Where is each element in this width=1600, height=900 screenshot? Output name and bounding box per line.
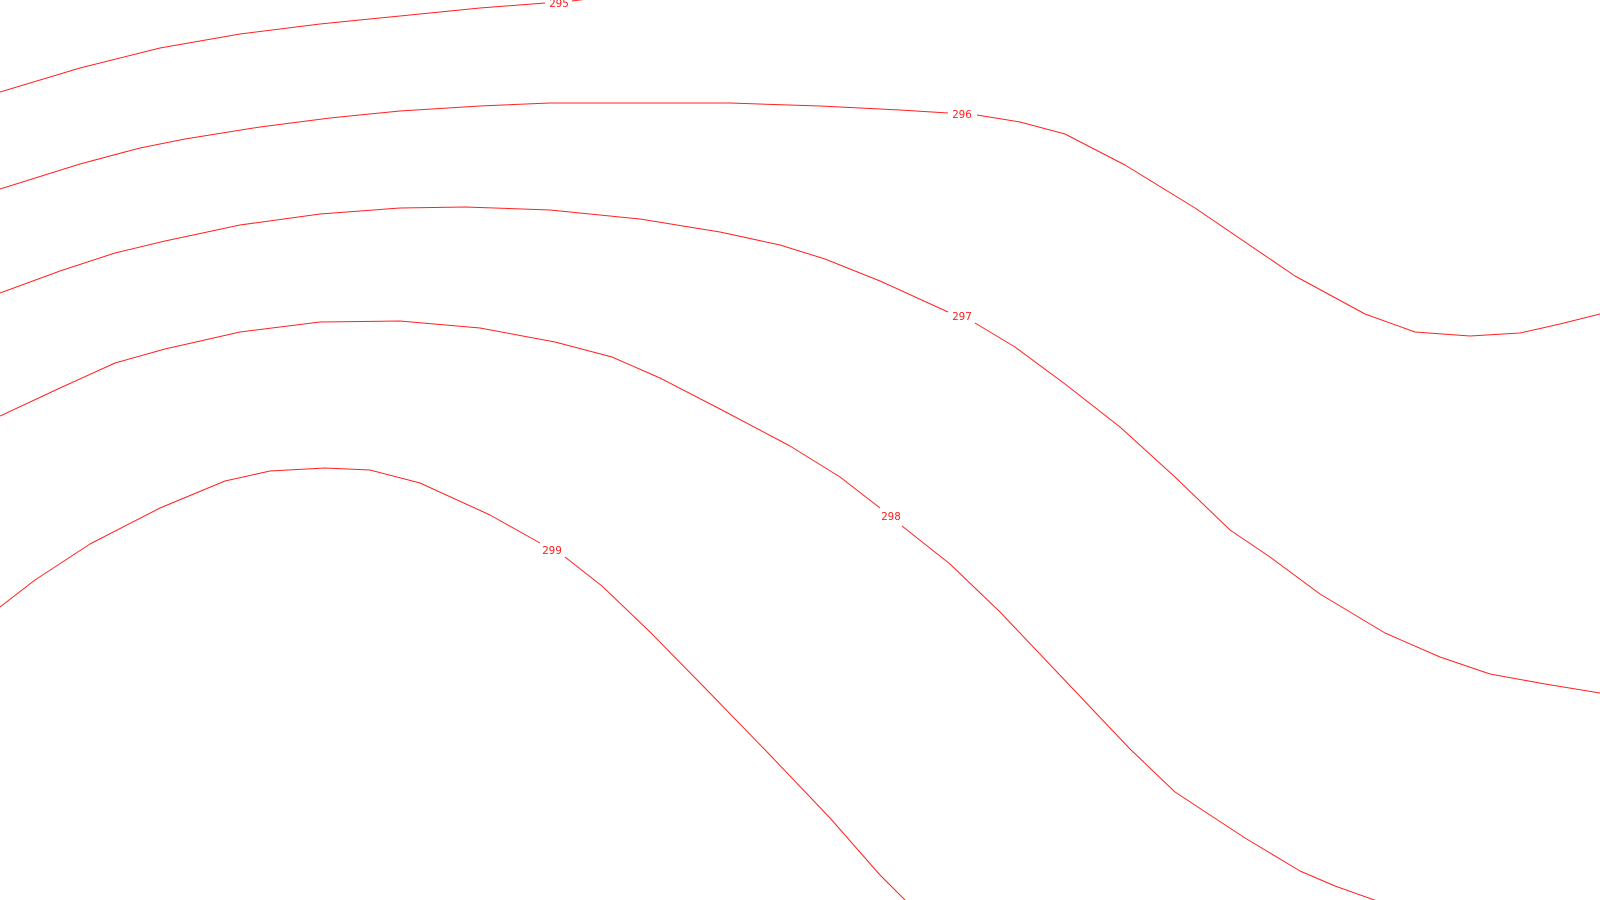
contour-295 bbox=[0, 2, 546, 93]
contour-297-east bbox=[974, 322, 1600, 694]
contour-298-west bbox=[0, 320, 881, 509]
contour-295-tail bbox=[571, 0, 584, 2]
contour-label-296: 296 bbox=[952, 108, 972, 121]
contour-296-east bbox=[976, 114, 1600, 337]
contour-label-295: 295 bbox=[549, 0, 569, 10]
contour-298-east bbox=[901, 525, 1376, 900]
contour-299-east bbox=[564, 556, 906, 900]
contour-label-297: 297 bbox=[952, 310, 972, 323]
contour-297-west bbox=[0, 206, 949, 313]
contour-299-west bbox=[0, 467, 541, 608]
contour-label-299: 299 bbox=[542, 544, 562, 557]
contour-label-298: 298 bbox=[881, 510, 901, 523]
contour-296-west bbox=[0, 102, 949, 190]
